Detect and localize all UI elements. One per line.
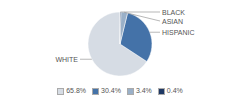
html-text:0.4%: 0.4% <box>166 87 183 94</box>
svg-text:ASIAN: ASIAN <box>162 18 183 25</box>
svg-text:HISPANIC: HISPANIC <box>162 29 195 36</box>
svg-text:WHITE: WHITE <box>55 56 78 63</box>
html-text:3.4%: 3.4% <box>135 87 152 94</box>
svg-text:BLACK: BLACK <box>162 9 185 16</box>
html-text:65.8%: 65.8% <box>66 87 86 94</box>
html-text:30.4%: 30.4% <box>101 87 121 94</box>
